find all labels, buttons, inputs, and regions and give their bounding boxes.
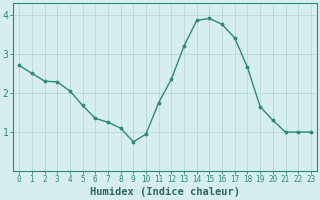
X-axis label: Humidex (Indice chaleur): Humidex (Indice chaleur): [90, 187, 240, 197]
